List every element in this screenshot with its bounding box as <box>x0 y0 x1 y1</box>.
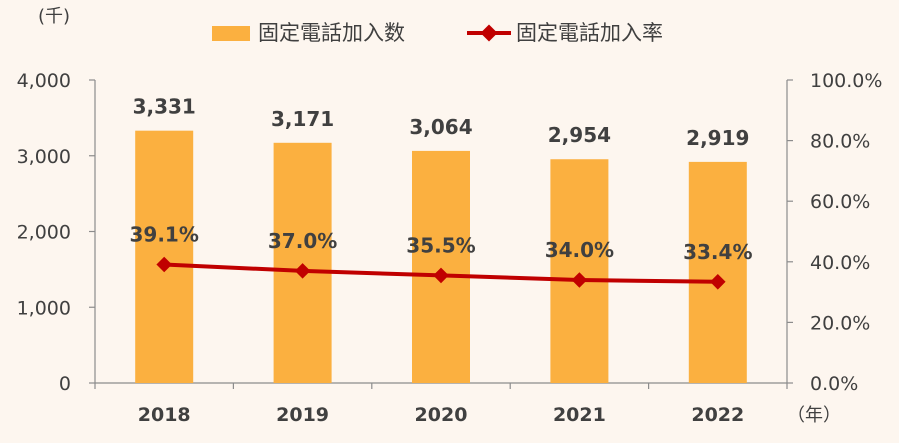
y-right-tick-label: 20.0% <box>810 312 870 334</box>
bar <box>273 142 332 383</box>
legend-line-label: 固定電話加入率 <box>516 21 663 45</box>
legend-bar-swatch <box>212 26 250 41</box>
bar-value-label: 2,919 <box>686 126 749 150</box>
y-left-tick-label: 0 <box>59 373 71 395</box>
line-value-label: 33.4% <box>683 240 752 264</box>
x-tick-label: 2020 <box>415 404 468 426</box>
y-right-tick-label: 80.0% <box>810 131 870 153</box>
line-value-label: 39.1% <box>130 223 199 247</box>
y-left-tick-label: 3,000 <box>17 146 71 168</box>
bar-value-label: 3,064 <box>409 115 472 139</box>
bar-value-label: 3,331 <box>133 95 196 119</box>
y-right-tick-label: 100.0% <box>810 70 882 92</box>
bar <box>688 161 747 383</box>
y-left-tick-label: 1,000 <box>17 297 71 319</box>
line-value-label: 35.5% <box>406 233 475 257</box>
x-unit-label: （年） <box>787 405 841 426</box>
line-value-label: 37.0% <box>268 229 337 253</box>
bar-value-label: 2,954 <box>548 123 611 147</box>
y-left-tick-label: 4,000 <box>17 70 71 92</box>
legend-line-marker <box>480 24 498 42</box>
y-right-tick-label: 40.0% <box>810 252 870 274</box>
x-tick-label: 2021 <box>553 404 606 426</box>
bar <box>412 150 470 383</box>
y-right-tick-label: 60.0% <box>810 191 870 213</box>
x-tick-label: 2022 <box>691 404 744 426</box>
y-left-unit-label: (千) <box>38 6 70 27</box>
legend-bar-label: 固定電話加入数 <box>258 21 405 45</box>
x-tick-label: 2019 <box>276 404 329 426</box>
y-left-tick-label: 2,000 <box>17 222 71 244</box>
x-tick-label: 2018 <box>138 404 191 426</box>
bar <box>550 159 609 383</box>
line-value-label: 34.0% <box>545 238 614 262</box>
line-marker <box>156 256 172 273</box>
data-labels: 3,331 3,171 3,064 2,954 2,919 39.1% 37.0% 35.5%… <box>130 95 753 264</box>
bar-value-label: 3,171 <box>271 107 334 131</box>
y-right-tick-label: 0.0% <box>810 373 858 395</box>
legend: 固定電話加入数 固定電話加入率 <box>212 21 663 45</box>
bar-series <box>135 130 747 383</box>
axes: 0 1,000 2,000 3,000 4,000 0.0% 20.0% 40.0% 60.0%… <box>17 70 883 426</box>
